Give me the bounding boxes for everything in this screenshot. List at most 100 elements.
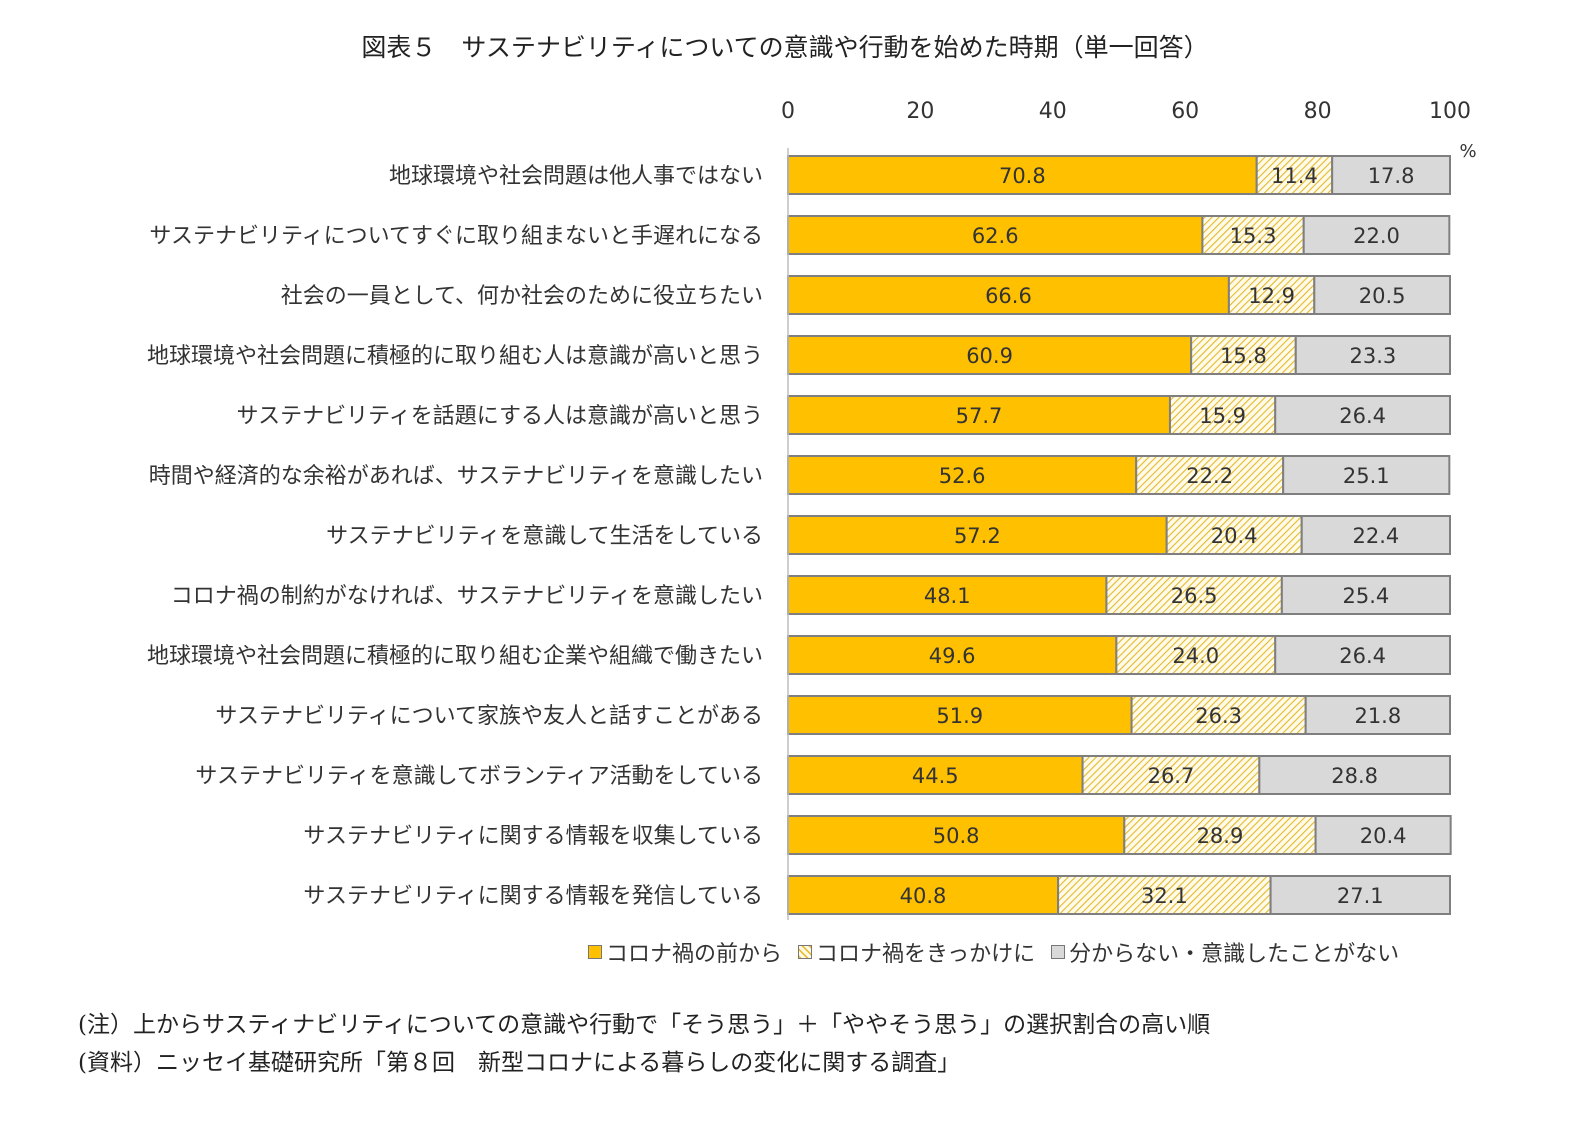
- legend-item-before-covid: コロナ禍の前から: [588, 936, 782, 968]
- chart-title: 図表５ サステナビリティについての意識や行動を始めた時期（単一回答）: [361, 33, 1209, 62]
- bar-segment: [1314, 815, 1452, 855]
- data-label: 44.5: [912, 764, 959, 788]
- data-label: 50.8: [933, 824, 980, 848]
- bar-segment: [1269, 875, 1452, 915]
- bar-segment: [1274, 395, 1452, 435]
- category-label: サステナビリティについて家族や友人と話すことがある: [215, 704, 763, 729]
- bar-segment: [1135, 455, 1285, 495]
- bar-segment: [1057, 875, 1272, 915]
- data-label: 26.4: [1339, 644, 1386, 668]
- legend-swatch-covid-trigger: [798, 945, 813, 959]
- data-label: 12.9: [1248, 284, 1295, 308]
- bar-segment: [787, 875, 1060, 915]
- note-ordering: (注）上からサスティナビリティについての意識や行動で「そう思う」＋「ややそう思う…: [78, 1012, 1211, 1038]
- bar-segment: [1280, 575, 1452, 615]
- category-label: サステナビリティを意識して生活をしている: [326, 524, 763, 549]
- data-label: 26.3: [1195, 704, 1242, 728]
- bar-segment: [1313, 275, 1452, 315]
- data-label: 21.8: [1354, 704, 1401, 728]
- bar-segment: [1258, 755, 1451, 795]
- category-label: サステナビリティに関する情報を発信している: [303, 884, 763, 909]
- x-tick-label: 40: [1039, 99, 1067, 124]
- data-label: 15.8: [1220, 344, 1267, 368]
- bar-segment: [1168, 395, 1277, 435]
- legend-label-before-covid: コロナ禍の前から: [606, 942, 783, 967]
- legend: コロナ禍の前から コロナ禍をきっかけに 分からない・意識したことがない: [588, 936, 1399, 968]
- data-label: 15.3: [1230, 224, 1277, 248]
- category-label: サステナビリティを意識してボランティア活動をしている: [195, 764, 763, 789]
- legend-label-covid-trigger: コロナ禍をきっかけに: [816, 942, 1036, 967]
- category-label: 地球環境や社会問題に積極的に取り組む企業や組織で働きたい: [147, 644, 763, 669]
- data-label: 66.6: [985, 284, 1032, 308]
- bar-segment: [1190, 335, 1297, 375]
- data-label: 49.6: [929, 644, 976, 668]
- category-label: 地球環境や社会問題に積極的に取り組む人は意識が高いと思う: [147, 344, 763, 369]
- bar-segment: [1255, 155, 1334, 195]
- category-label: サステナビリティを話題にする人は意識が高いと思う: [237, 404, 763, 429]
- bar-segment: [1115, 635, 1277, 675]
- data-label: 20.4: [1211, 524, 1258, 548]
- bar-segment: [1227, 275, 1316, 315]
- legend-item-unknown: 分からない・意識したことがない: [1051, 936, 1399, 968]
- data-label: 20.4: [1360, 824, 1407, 848]
- bar-segment: [1300, 515, 1452, 555]
- bar-segment: [1294, 335, 1452, 375]
- data-label: 57.2: [954, 524, 1001, 548]
- bar-segment: [1304, 695, 1451, 735]
- data-label: 51.9: [936, 704, 983, 728]
- bar-segment: [1282, 455, 1451, 495]
- x-tick-label: 0: [781, 99, 795, 124]
- bar-segment: [1130, 695, 1307, 735]
- bar-segment: [1105, 575, 1283, 615]
- data-label: 25.1: [1343, 464, 1390, 488]
- x-tick-label: 60: [1171, 99, 1199, 124]
- legend-swatch-before-covid: [588, 945, 602, 959]
- data-label: 28.9: [1197, 824, 1244, 848]
- data-label: 27.1: [1337, 884, 1384, 908]
- stacked-bar-chart: 0 20 40 60 80 100 70.8 11.4 17.8 62.6 15.3 22.0 66.…: [147, 99, 1477, 920]
- bar-segment: [1302, 215, 1451, 255]
- data-label: 28.8: [1331, 764, 1378, 788]
- data-label: 20.5: [1359, 284, 1406, 308]
- data-label: 70.8: [999, 164, 1046, 188]
- data-label: 15.9: [1199, 404, 1246, 428]
- data-label: 23.3: [1349, 344, 1396, 368]
- bar-segment: [1274, 635, 1452, 675]
- data-label: 32.1: [1141, 884, 1188, 908]
- x-axis-unit: %: [1459, 141, 1476, 162]
- x-tick-label: 20: [906, 99, 934, 124]
- data-label: 48.1: [924, 584, 971, 608]
- bar-segment: [1331, 155, 1451, 195]
- bar-segment: [787, 635, 1118, 675]
- data-label: 26.5: [1171, 584, 1218, 608]
- x-tick-label: 100: [1429, 99, 1471, 124]
- data-label: 26.7: [1148, 764, 1195, 788]
- category-label: 地球環境や社会問題は他人事ではない: [389, 164, 763, 189]
- data-label: 22.2: [1186, 464, 1233, 488]
- bar-segment: [787, 215, 1204, 255]
- bar-segment: [787, 575, 1108, 615]
- data-label: 26.4: [1339, 404, 1386, 428]
- bar-segment: [787, 755, 1084, 795]
- notes: (注）上からサスティナビリティについての意識や行動で「そう思う」＋「ややそう思う…: [78, 1006, 1210, 1082]
- legend-swatch-unknown: [1051, 945, 1066, 959]
- bar-segment: [787, 155, 1258, 195]
- data-label: 57.7: [956, 404, 1003, 428]
- data-label: 62.6: [972, 224, 1019, 248]
- data-label: 17.8: [1368, 164, 1415, 188]
- category-label: コロナ禍の制約がなければ、サステナビリティを意識したい: [171, 584, 763, 609]
- data-label: 25.4: [1343, 584, 1390, 608]
- data-label: 24.0: [1172, 644, 1219, 668]
- category-label: 社会の一員として、何か社会のために役立ちたい: [281, 284, 763, 309]
- bar-segment: [1201, 215, 1305, 255]
- legend-label-unknown: 分からない・意識したことがない: [1069, 942, 1400, 967]
- data-label: 11.4: [1271, 164, 1318, 188]
- data-label: 22.0: [1353, 224, 1400, 248]
- data-label: 22.4: [1352, 524, 1399, 548]
- category-label: サステナビリティについてすぐに取り組まないと手遅れになる: [149, 224, 763, 249]
- data-label: 40.8: [900, 884, 947, 908]
- category-label: サステナビリティに関する情報を収集している: [303, 824, 763, 849]
- x-tick-label: 80: [1304, 99, 1332, 124]
- bar-segment: [1123, 815, 1317, 855]
- note-source: (資料）ニッセイ基礎研究所「第８回 新型コロナによる暮らしの変化に関する調査」: [78, 1050, 961, 1076]
